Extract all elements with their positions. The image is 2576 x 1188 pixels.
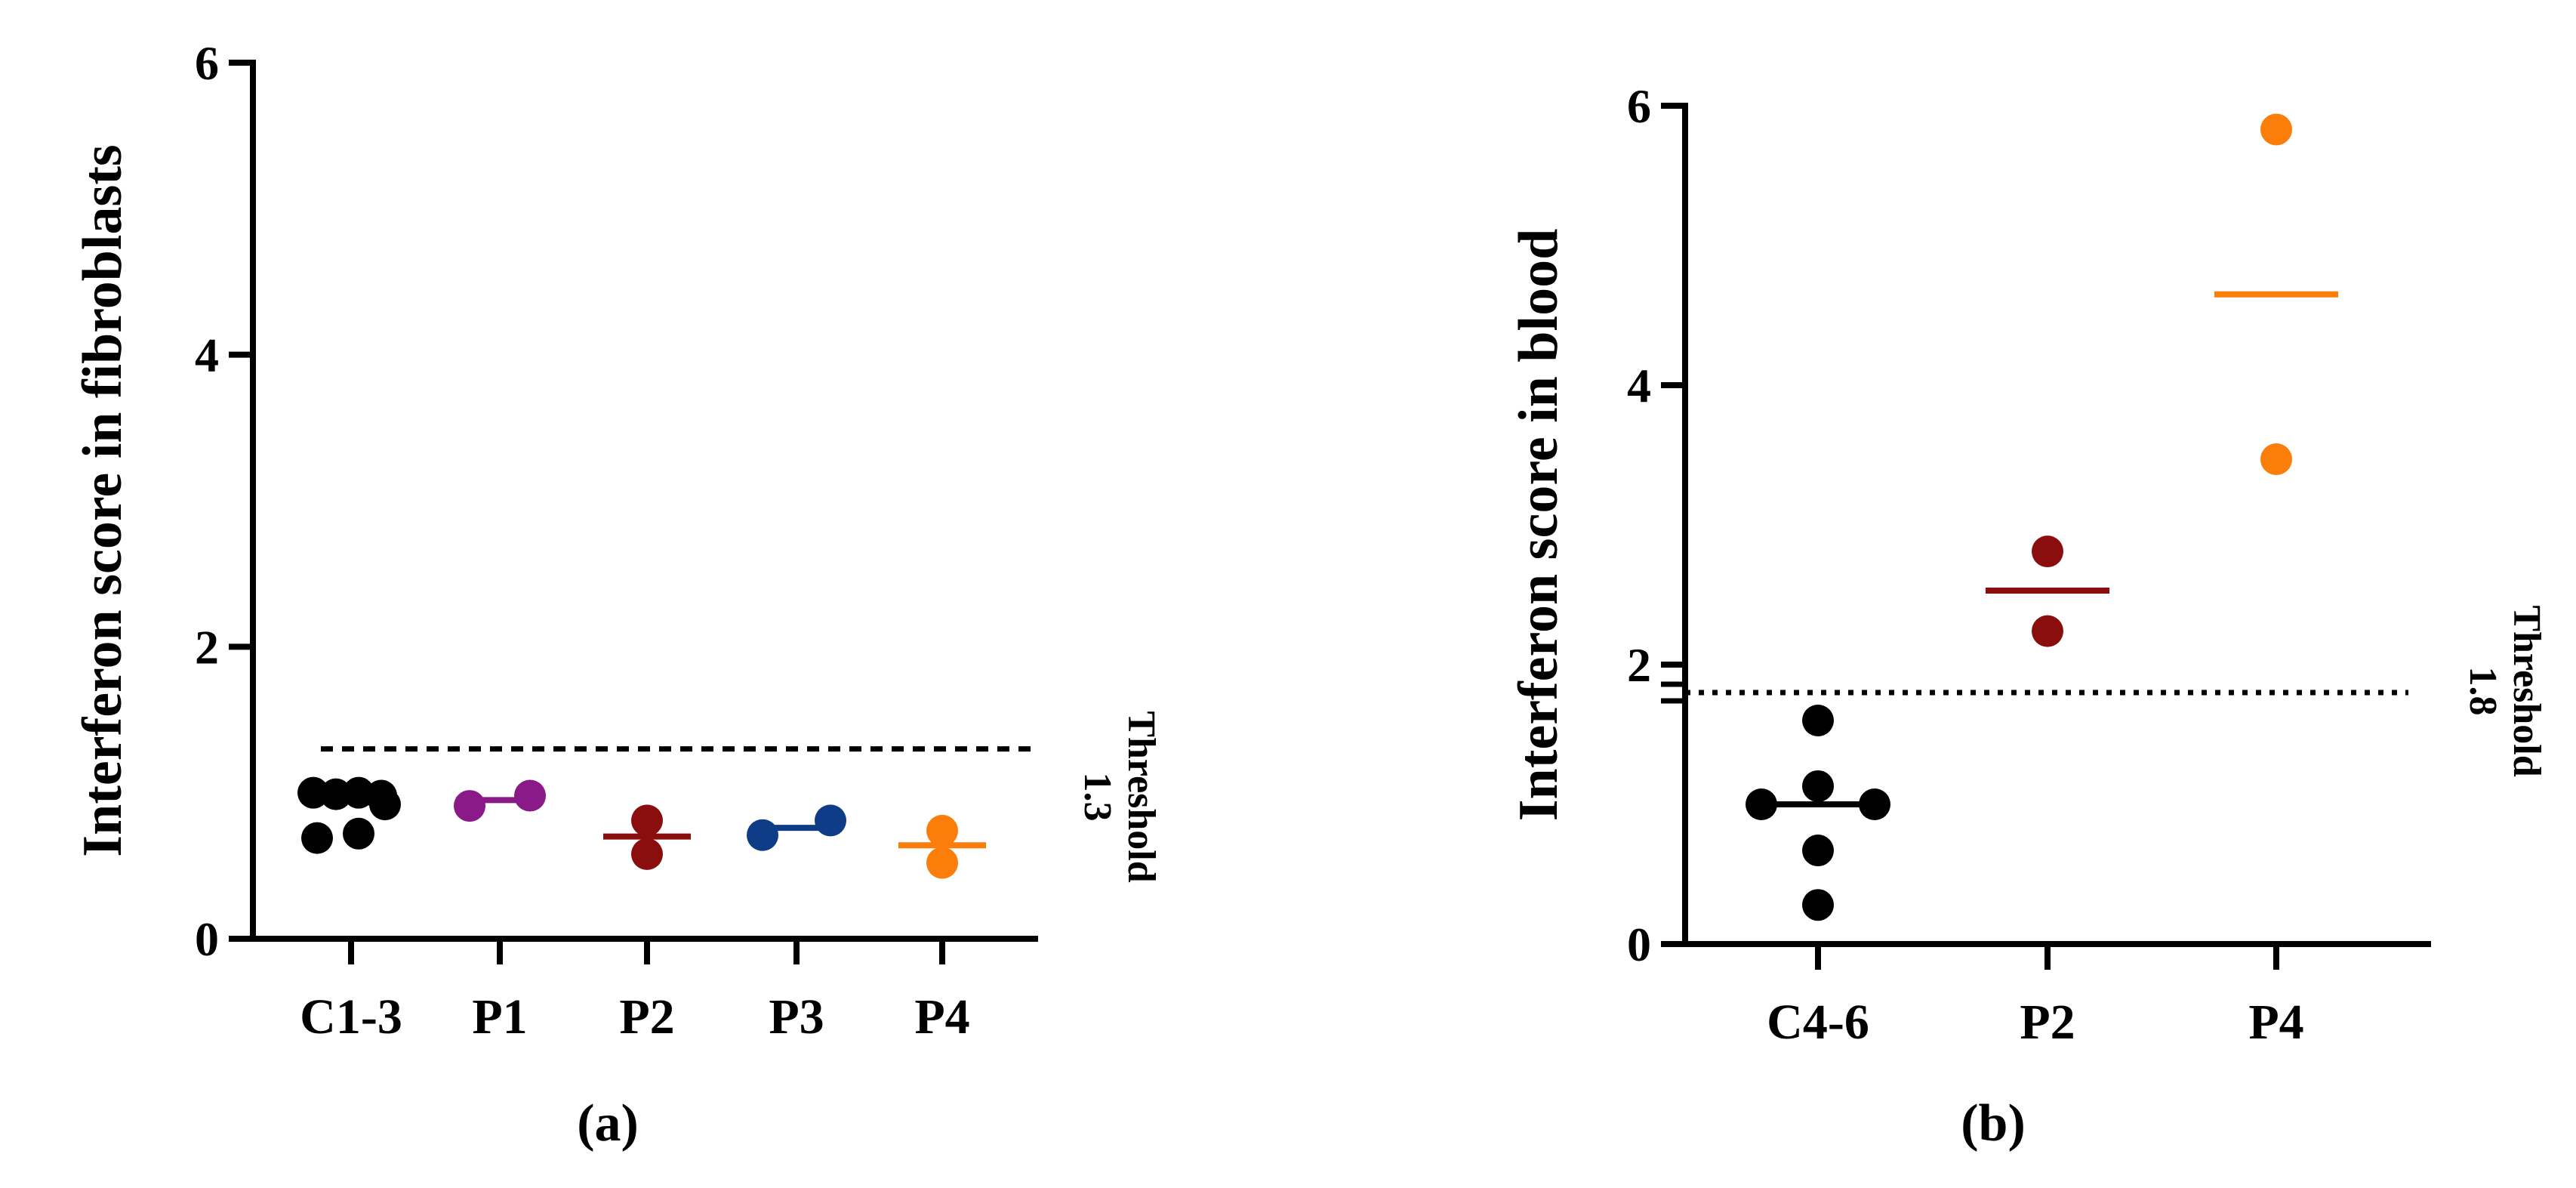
data-point xyxy=(454,790,485,822)
threshold-value-label: 1.3 xyxy=(1076,773,1119,822)
data-point xyxy=(1802,889,1834,921)
data-point xyxy=(297,776,329,809)
x-tick-label: P2 xyxy=(2020,995,2075,1050)
x-tick-label: P1 xyxy=(472,989,527,1045)
y-tick-label: 0 xyxy=(1627,918,1651,971)
x-tick-label: P4 xyxy=(914,989,969,1045)
y-tick-label: 6 xyxy=(1627,79,1651,133)
x-tick-label: P2 xyxy=(619,989,674,1045)
y-axis-title: Interferon score in fibroblasts xyxy=(72,144,134,856)
data-point xyxy=(747,819,778,851)
data-point xyxy=(343,817,374,850)
data-point xyxy=(1802,835,1834,867)
data-point xyxy=(2032,615,2063,647)
y-tick-label: 4 xyxy=(195,329,219,382)
data-point xyxy=(2260,113,2292,146)
y-tick-label: 0 xyxy=(195,912,219,966)
y-tick-label: 4 xyxy=(1627,359,1651,412)
data-point xyxy=(926,847,958,879)
data-point xyxy=(1802,705,1834,736)
y-tick-label: 2 xyxy=(195,620,219,674)
data-point xyxy=(514,779,546,812)
x-tick-label: C4-6 xyxy=(1767,995,1869,1050)
data-point xyxy=(926,814,958,847)
y-tick-label: 6 xyxy=(195,36,219,90)
y-tick-label: 2 xyxy=(1627,638,1651,692)
x-tick-label: P4 xyxy=(2248,995,2303,1050)
panel-label: (b) xyxy=(1961,1094,2026,1153)
data-point xyxy=(301,822,333,854)
data-point xyxy=(631,838,663,870)
data-point xyxy=(2032,535,2063,568)
data-point xyxy=(2260,443,2292,476)
panel-label: (a) xyxy=(577,1094,639,1153)
x-tick-label: C1-3 xyxy=(300,989,402,1045)
data-point xyxy=(815,804,846,837)
data-point xyxy=(631,804,663,837)
data-point xyxy=(369,788,401,821)
x-tick-label: P3 xyxy=(769,989,824,1045)
threshold-value-label: 1.8 xyxy=(2461,667,2504,716)
y-axis-title: Interferon score in blood xyxy=(1508,229,1570,822)
threshold-label: Threshold xyxy=(1120,711,1163,882)
data-point xyxy=(1802,770,1834,802)
threshold-label: Threshold xyxy=(2505,605,2548,776)
